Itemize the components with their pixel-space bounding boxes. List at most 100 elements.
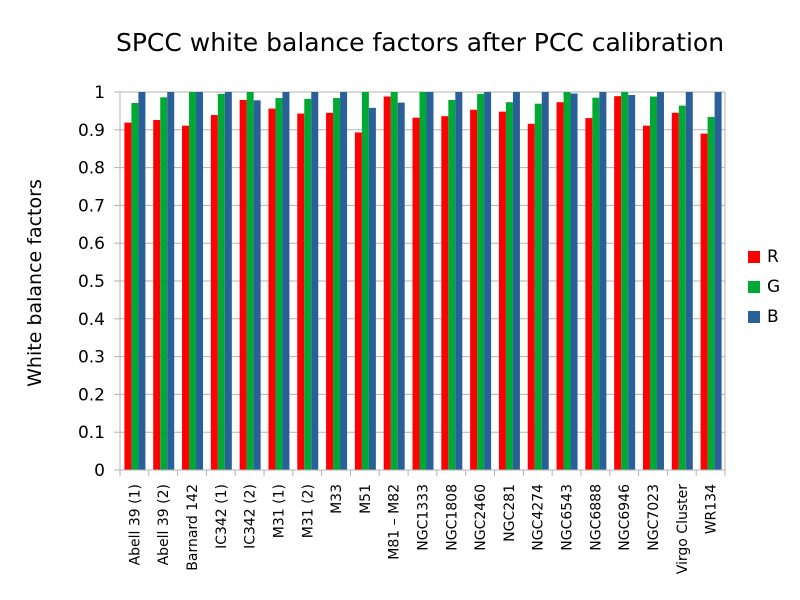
legend-label: G bbox=[767, 277, 781, 297]
y-tick-label: 0.1 bbox=[78, 423, 105, 443]
x-tick-label: Virgo Cluster bbox=[675, 484, 691, 575]
x-tick-label: NGC6946 bbox=[617, 484, 633, 551]
bar-b bbox=[167, 92, 175, 470]
bar-g bbox=[189, 92, 197, 470]
bar-b bbox=[656, 92, 664, 470]
bar-b bbox=[484, 92, 492, 470]
bar-r bbox=[153, 119, 161, 471]
x-tick-label: NGC281 bbox=[502, 484, 518, 542]
x-tick-label: WR134 bbox=[704, 484, 720, 534]
bar-r bbox=[470, 109, 478, 471]
x-tick-label: NGC4274 bbox=[531, 484, 547, 551]
y-tick-label: 0 bbox=[94, 461, 105, 481]
bar-b bbox=[282, 92, 290, 470]
bar-g bbox=[217, 93, 225, 470]
bar-g bbox=[563, 92, 571, 470]
x-tick-label: Abell 39 (2) bbox=[156, 484, 172, 565]
bar-r bbox=[527, 123, 535, 470]
x-tick-label: NGC2460 bbox=[473, 484, 489, 551]
bar-g bbox=[592, 97, 600, 471]
bar-r bbox=[268, 108, 276, 470]
bar-r bbox=[498, 111, 506, 470]
legend-label: R bbox=[767, 247, 779, 267]
bar-g bbox=[505, 102, 513, 471]
legend-item: B bbox=[748, 302, 780, 332]
legend-label: B bbox=[767, 307, 779, 327]
bar-r bbox=[210, 115, 218, 471]
bar-r bbox=[614, 96, 622, 471]
y-tick-label: 0.8 bbox=[78, 159, 105, 179]
bar-b bbox=[570, 93, 578, 471]
x-tick-label: M51 bbox=[358, 484, 374, 514]
y-tick-label: 0.3 bbox=[78, 348, 105, 368]
bar-g bbox=[333, 98, 341, 470]
chart-title: SPCC white balance factors after PCC cal… bbox=[115, 28, 725, 57]
bar-r bbox=[412, 117, 420, 470]
x-tick-label: Abell 39 (1) bbox=[127, 484, 143, 565]
bar-g bbox=[678, 105, 686, 470]
bar-g bbox=[361, 92, 369, 470]
legend-item: R bbox=[748, 242, 780, 272]
bar-b bbox=[368, 107, 376, 470]
bar-g bbox=[246, 92, 254, 470]
bar-g bbox=[649, 96, 657, 470]
bar-r bbox=[441, 116, 449, 470]
x-tick-label: M31 (1) bbox=[271, 484, 287, 538]
bar-r bbox=[182, 125, 190, 470]
bar-r bbox=[124, 122, 132, 471]
bar-g bbox=[131, 102, 139, 470]
bar-r bbox=[326, 112, 334, 470]
bar-g bbox=[621, 92, 629, 470]
y-tick-label: 0.2 bbox=[78, 385, 105, 405]
bar-g bbox=[477, 93, 485, 470]
bar-b bbox=[224, 92, 232, 470]
x-tick-label: NGC7023 bbox=[646, 484, 662, 551]
y-tick-label: 1 bbox=[94, 83, 105, 103]
bar-g bbox=[534, 103, 542, 470]
bar-g bbox=[304, 98, 312, 470]
y-tick-label: 0.7 bbox=[78, 196, 105, 216]
bar-b bbox=[397, 102, 405, 471]
bar-r bbox=[700, 133, 708, 470]
legend-swatch bbox=[748, 281, 760, 293]
legend-item: G bbox=[748, 272, 780, 302]
bar-b bbox=[138, 92, 146, 470]
bar-b bbox=[599, 92, 607, 470]
bar-r bbox=[383, 96, 391, 470]
bar-b bbox=[253, 100, 261, 470]
bar-r bbox=[671, 112, 679, 470]
y-tick-label: 0.6 bbox=[78, 234, 105, 254]
y-tick-label: 0.4 bbox=[78, 310, 105, 330]
bar-r bbox=[556, 102, 564, 471]
legend-swatch bbox=[748, 251, 760, 263]
legend-swatch bbox=[748, 311, 760, 323]
bar-r bbox=[354, 132, 362, 471]
x-tick-label: NGC1333 bbox=[416, 484, 432, 551]
bar-g bbox=[390, 92, 398, 470]
bar-b bbox=[426, 92, 434, 470]
bar-g bbox=[448, 99, 456, 471]
y-tick-label: 0.9 bbox=[78, 121, 105, 141]
bar-b bbox=[541, 92, 549, 470]
bar-b bbox=[311, 92, 319, 470]
bar-r bbox=[585, 118, 593, 470]
x-tick-label: M31 (2) bbox=[300, 484, 316, 538]
bar-r bbox=[239, 99, 247, 471]
bar-b bbox=[196, 92, 204, 470]
x-tick-label: IC342 (1) bbox=[214, 484, 230, 549]
bar-g bbox=[707, 116, 715, 470]
bar-r bbox=[297, 113, 305, 471]
bar-b bbox=[512, 92, 520, 470]
bar-b bbox=[685, 92, 693, 470]
bar-b bbox=[340, 92, 348, 470]
x-tick-label: NGC6888 bbox=[588, 484, 604, 551]
bar-b bbox=[714, 92, 722, 470]
x-tick-label: M81 – M82 bbox=[387, 484, 403, 560]
x-tick-label: Barnard 142 bbox=[185, 484, 201, 571]
x-tick-label: NGC6543 bbox=[560, 484, 576, 551]
y-tick-label: 0.5 bbox=[78, 272, 105, 292]
bar-r bbox=[642, 125, 650, 470]
bar-g bbox=[160, 97, 168, 471]
x-tick-label: M33 bbox=[329, 484, 345, 514]
